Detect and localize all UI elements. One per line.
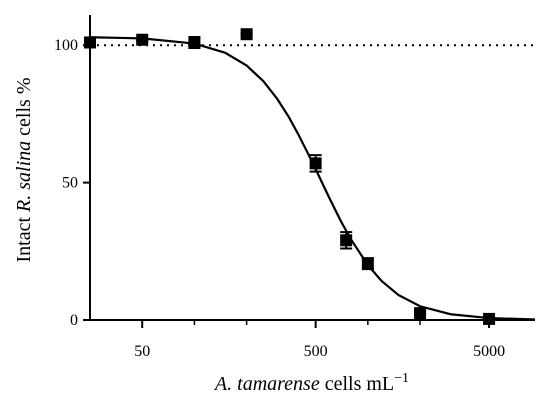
x-tick-label: 50 <box>134 343 150 360</box>
point <box>340 234 353 247</box>
point <box>188 36 201 49</box>
y-axis-label: Intact R. salina cells % <box>13 78 35 263</box>
x-tick-label: 500 <box>304 343 328 360</box>
point <box>240 28 253 41</box>
y-label-prefix: Intact <box>13 217 35 263</box>
x-label-species: A. tamarense <box>213 373 320 395</box>
y-label-suffix: cells % <box>13 78 35 136</box>
x-tick-label: 5000 <box>473 343 505 360</box>
point <box>136 33 149 46</box>
y-label-species: R. salina <box>13 141 35 213</box>
point <box>84 36 96 49</box>
y-tick-label: 0 <box>70 312 78 329</box>
x-label-exponent: −1 <box>394 371 409 386</box>
y-tick-label: 50 <box>62 175 78 192</box>
y-tick-label: 100 <box>54 37 78 54</box>
point <box>483 312 496 325</box>
x-label-unit: cells mL <box>325 373 394 395</box>
x-axis-label: A. tamarense cells mL−1 <box>213 371 409 395</box>
point <box>309 157 322 170</box>
fit-curve <box>89 36 536 321</box>
point <box>414 307 427 320</box>
point <box>361 257 374 270</box>
